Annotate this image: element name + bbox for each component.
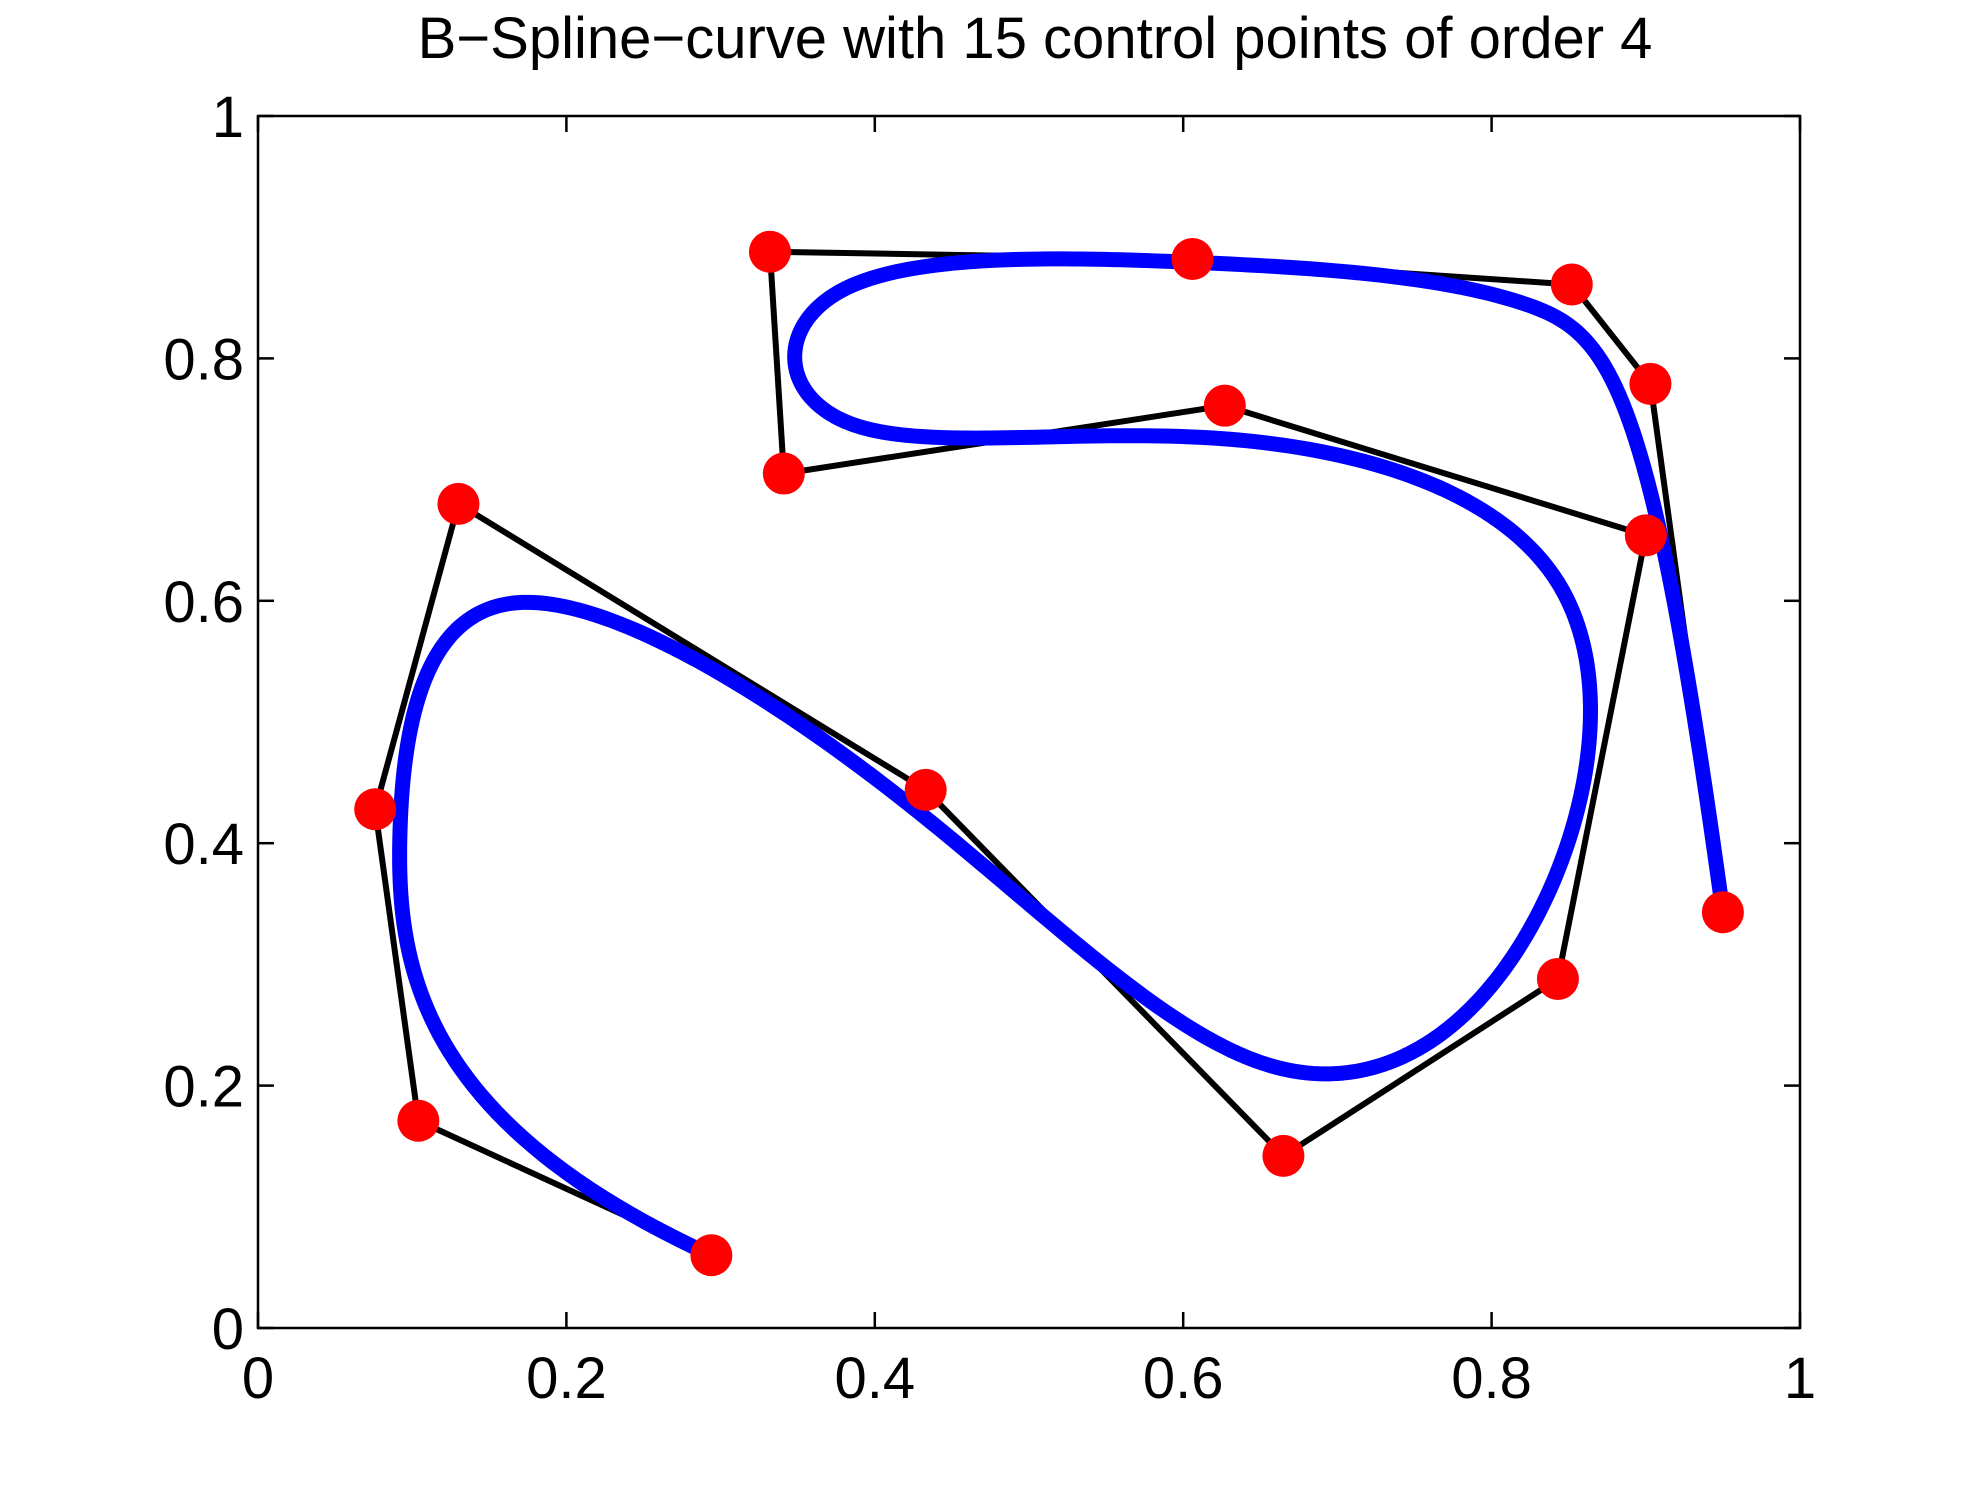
control-point [1624, 514, 1667, 557]
x-tick-label: 0.4 [834, 1346, 915, 1411]
y-tick-label: 0.6 [163, 570, 244, 635]
bspline-curve-line [392, 251, 1731, 1263]
control-point [1550, 263, 1593, 306]
x-tick-label: 1 [1784, 1346, 1816, 1411]
control-point [690, 1234, 733, 1277]
x-tick-label: 0 [242, 1346, 274, 1411]
control-point [1171, 238, 1214, 281]
control-point [437, 482, 480, 525]
y-axis-tick-labels: 0 0.2 0.4 0.6 0.8 1 [163, 85, 244, 1362]
x-tick-label: 0.6 [1143, 1346, 1224, 1411]
control-point [1203, 384, 1246, 427]
control-point [904, 768, 947, 811]
x-tick-label: 0.8 [1451, 1346, 1532, 1411]
x-tick-label: 0.2 [526, 1346, 607, 1411]
y-tick-label: 0.2 [163, 1055, 244, 1120]
y-tick-label: 0.4 [163, 812, 244, 877]
control-point [1536, 957, 1579, 1000]
y-tick-label: 0.8 [163, 327, 244, 392]
y-tick-label: 1 [212, 85, 244, 150]
chart-title: B−Spline−curve with 15 control points of… [418, 6, 1653, 71]
axis-ticks [256, 114, 1802, 1330]
control-point [748, 230, 791, 273]
x-axis-tick-labels: 0 0.2 0.4 0.6 0.8 1 [242, 1346, 1816, 1411]
control-point [1262, 1134, 1305, 1177]
control-point [1701, 891, 1744, 934]
control-point [397, 1099, 440, 1142]
control-point [762, 452, 805, 495]
control-polygon-line [372, 248, 1726, 1259]
control-points [354, 230, 1744, 1277]
control-point [1629, 362, 1672, 405]
control-point [354, 788, 397, 831]
y-tick-label: 0 [212, 1297, 244, 1362]
plot-area-frame [256, 114, 1802, 1330]
